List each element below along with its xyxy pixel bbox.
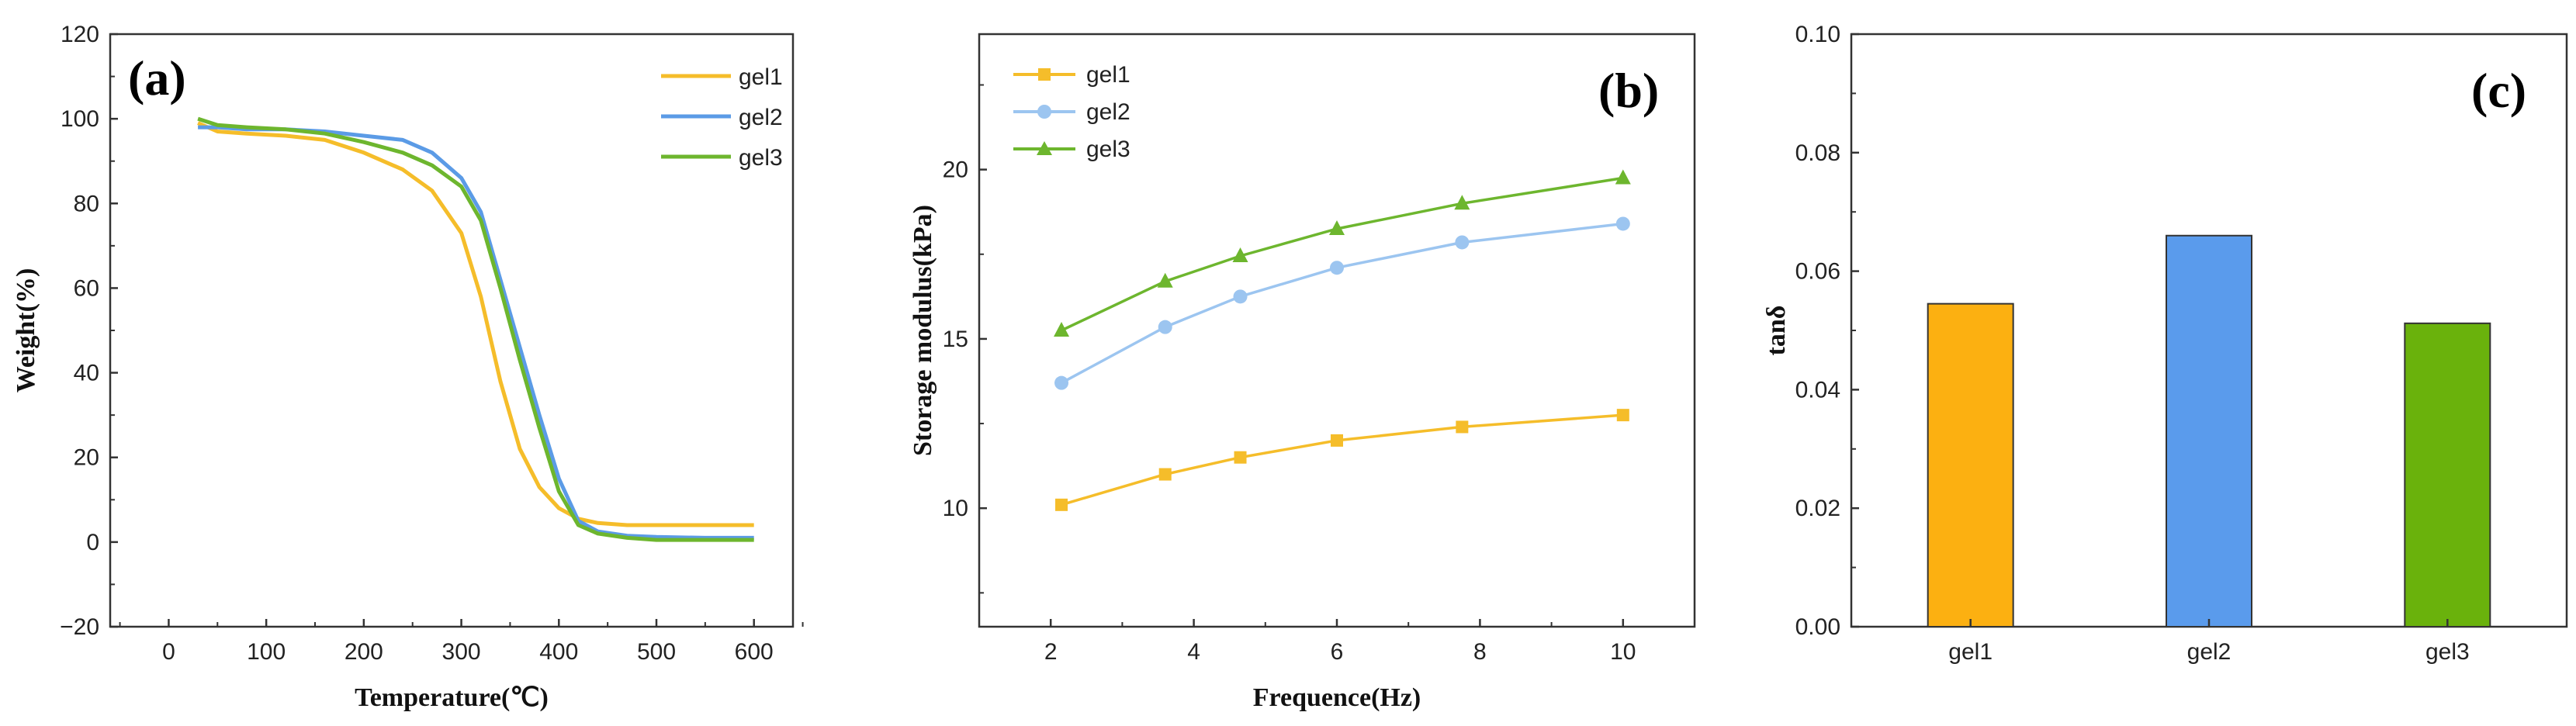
series-line-gel2 [198,125,754,540]
data-point-gel2 [1158,320,1172,334]
data-point-gel1 [1158,468,1172,481]
panel-a-y-tick-label: 120 [61,22,99,47]
panel-a-y-tick-label: 20 [74,445,99,471]
panel-b-y-tick-label: 10 [943,496,968,521]
chart-panel-a: −20 0 20 40 60 80 100 120 0 100 200 300 400 500 600 (… [12,22,804,712]
bar-gel1 [1927,302,2014,627]
panel-a-x-tick-label: 500 [637,639,676,665]
data-point-gel3 [1329,220,1345,236]
series-line-gel2 [1061,222,1624,385]
chart-panel-b: 10 15 20 2 4 6 8 10 (b) Frequence(Hz) Storage … [909,33,1696,712]
legend-b-gel2-marker [1037,105,1051,119]
panel-a-x-tick-label: 400 [539,639,578,665]
series-line-gel1 [1061,413,1623,506]
legend-a-gel2-label: gel2 [739,105,783,130]
panel-a-legend: gel1 gel2 gel3 [661,64,783,171]
panel-c-x-tick-label: gel1 [1948,639,1993,665]
bar-gel3 [2404,322,2491,627]
data-point-gel1 [1616,409,1629,422]
panel-b-x-tick-label: 4 [1187,639,1200,665]
panel-a-x-axis-label: Temperature(℃) [355,683,549,712]
data-point-gel2 [1615,216,1630,231]
data-point-gel3 [1615,169,1631,185]
panel-a-x-tick-label: 100 [247,639,286,665]
data-point-gel2 [1233,289,1248,304]
panel-c-y-axis-label: tanδ [1762,306,1791,356]
legend-b-gel1-label: gel1 [1086,62,1130,88]
panel-a-x-tick-label: 600 [735,639,774,665]
legend-a-gel1-label: gel1 [739,64,783,90]
data-point-gel1 [1331,434,1343,447]
panel-a-x-tick-label: 0 [162,639,175,665]
data-point-gel1 [1456,420,1469,434]
panel-c-y-tick-label: 0.06 [1795,259,1840,285]
data-point-gel1 [1055,498,1068,511]
panel-c-x-tick-label: gel2 [2187,639,2231,665]
panel-b-x-tick-label: 8 [1473,639,1487,665]
data-point-gel3 [1232,247,1248,262]
data-point-gel3 [1454,195,1470,210]
panel-c-y-tick-label: 0.02 [1795,496,1840,521]
legend-a-gel3-label: gel3 [739,145,783,171]
data-point-gel2 [1330,261,1344,275]
series-line-gel3 [1061,176,1624,332]
legend-b-gel3-label: gel3 [1086,137,1130,162]
panel-a-y-axis-label: Weight(%) [12,268,40,393]
panel-a-y-tick-label: 80 [74,191,99,216]
panel-a-x-tick-label: 200 [345,639,383,665]
chart-panel-c: 0.00 0.02 0.04 0.06 0.08 0.10 gel1 gel2 gel3 (c… [1762,22,2568,665]
data-point-gel2 [1054,375,1069,390]
panel-b-y-axis-label: Storage modulus(kPa) [909,205,937,456]
legend-b-gel2-label: gel2 [1086,99,1130,125]
panel-a-x-tick-label: 300 [442,639,481,665]
panel-a-label: (a) [128,50,186,105]
panel-c-label: (c) [2471,63,2526,118]
panel-a-y-tick-label: 0 [86,530,99,555]
panel-b-label: (b) [1598,63,1659,118]
data-point-gel3 [1054,322,1070,337]
panel-c-y-tick-label: 0.10 [1795,22,1840,47]
bar-gel2 [2166,234,2252,627]
panel-c-y-tick-label: 0.08 [1795,140,1840,166]
data-point-gel3 [1157,272,1173,288]
panel-b-x-tick-label: 6 [1331,639,1344,665]
series-line-gel3 [197,116,754,542]
legend-b-gel3-marker [1037,141,1052,155]
panel-b-y-tick-label: 15 [943,327,968,352]
legend-b-gel1-marker [1038,68,1051,81]
panel-b-legend: gel1 gel2 gel3 [1013,62,1130,162]
data-point-gel1 [1234,451,1247,464]
series-line-gel1 [197,121,754,527]
panel-a-y-tick-label: 40 [74,361,99,386]
panel-c-y-tick-label: 0.00 [1795,614,1840,640]
panel-b-x-axis-label: Frequence(Hz) [1253,683,1421,712]
panel-a-y-tick-label: 100 [61,106,99,132]
panel-c-y-tick-label: 0.04 [1795,377,1840,403]
panel-b-x-tick-label: 10 [1610,639,1636,665]
data-point-gel2 [1455,235,1470,250]
panel-b-y-tick-label: 20 [943,157,968,183]
panel-b-x-tick-label: 2 [1044,639,1058,665]
panel-a-y-tick-label: −20 [60,614,99,640]
panel-c-x-tick-label: gel3 [2425,639,2470,665]
panel-a-y-tick-label: 60 [74,275,99,301]
